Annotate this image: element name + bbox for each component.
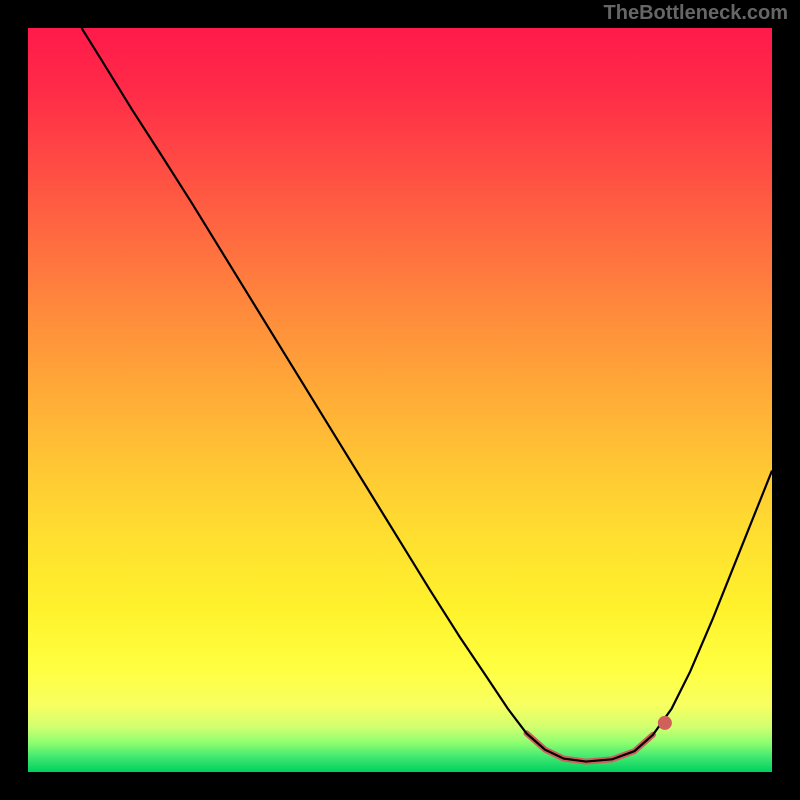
watermark-text: TheBottleneck.com bbox=[604, 2, 788, 25]
accent-valley-stroke bbox=[526, 733, 652, 761]
accent-dot-marker bbox=[658, 716, 672, 730]
chart-container bbox=[28, 28, 772, 772]
bottleneck-curve bbox=[82, 28, 772, 762]
curve-layer bbox=[28, 28, 772, 772]
